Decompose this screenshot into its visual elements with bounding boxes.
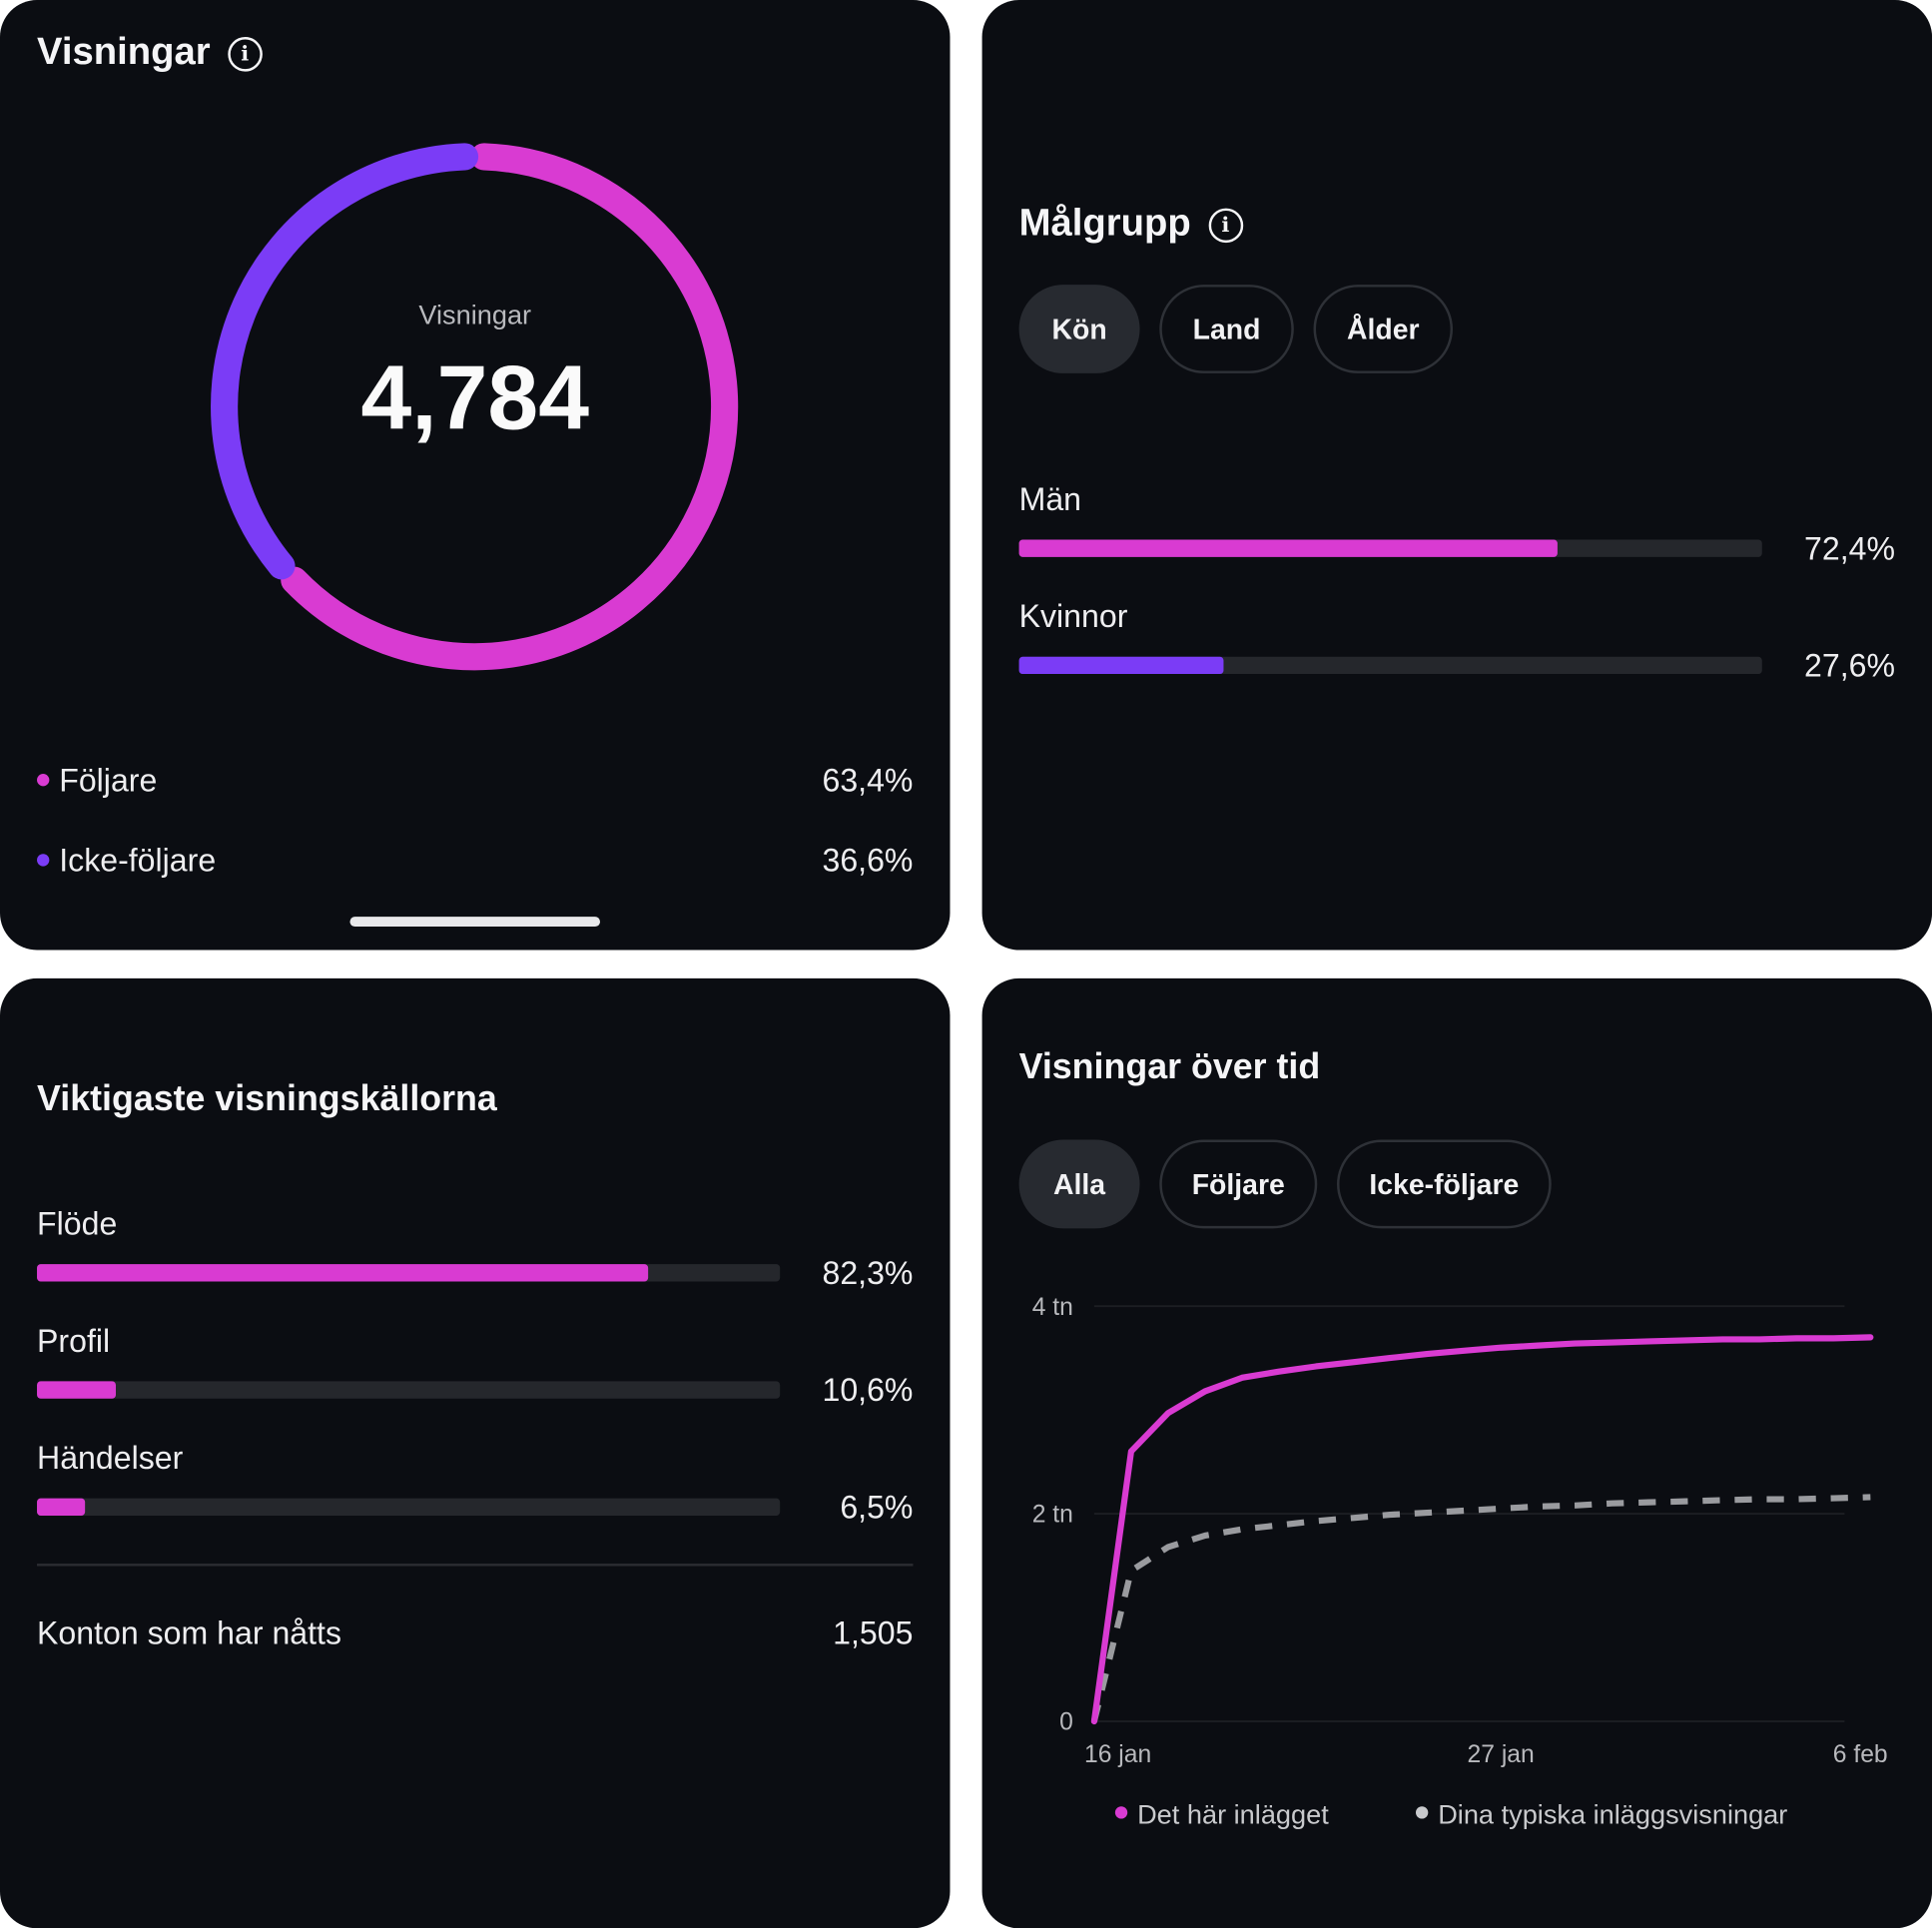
legend-label: Dina typiska inläggsvisningar: [1438, 1798, 1788, 1830]
views-title-text: Visningar: [37, 29, 211, 73]
audience-label-women: Kvinnor: [1018, 597, 1128, 635]
donut-center-label: Visningar: [418, 299, 532, 330]
legend-label: Följare: [59, 761, 158, 799]
audience-label-men: Män: [1018, 480, 1082, 518]
source-bar: [37, 1264, 781, 1282]
over-time-title: Visningar över tid: [1018, 1046, 1321, 1087]
followers-value: 63,4%: [822, 761, 914, 799]
source-value: 6,5%: [840, 1488, 914, 1526]
x-tick-label: 16 jan: [1084, 1741, 1151, 1768]
views-total: 4,784: [360, 345, 590, 449]
typical-dot-icon: [1415, 1806, 1429, 1819]
sources-title: Viktigaste visningskällorna: [37, 1079, 497, 1119]
donut-segment-followers: [281, 143, 739, 671]
women-bar-fill: [1018, 656, 1224, 675]
accounts-reached-label: Konton som har nåtts: [37, 1613, 342, 1651]
legend-non-followers: Icke-följare: [37, 842, 216, 880]
non-followers-dot-icon: [37, 854, 50, 867]
source-bar-fill: [37, 1498, 86, 1516]
views-title: Visningar i: [37, 29, 263, 74]
women-bar: [1018, 656, 1762, 675]
views-over-time-card: Visningar över tid Alla Följare Icke-föl…: [981, 977, 1932, 1928]
source-bar-fill: [37, 1264, 649, 1282]
legend-typical: Dina typiska inläggsvisningar: [1415, 1798, 1788, 1831]
accounts-reached-value: 1,505: [833, 1613, 914, 1651]
audience-title-text: Målgrupp: [1018, 201, 1191, 245]
x-tick-label: 27 jan: [1468, 1741, 1535, 1768]
divider: [37, 1564, 914, 1567]
legend-label: Icke-följare: [59, 841, 217, 879]
donut-segment-non-followers: [211, 143, 479, 580]
y-tick-label: 0: [1059, 1709, 1073, 1736]
legend-label: Det här inlägget: [1137, 1798, 1329, 1830]
men-bar-fill: [1018, 539, 1558, 557]
women-value: 27,6%: [1804, 646, 1896, 684]
followers-dot-icon: [37, 774, 50, 787]
tab-country[interactable]: Land: [1159, 285, 1294, 373]
source-bar-fill: [37, 1381, 116, 1399]
carousel-scroll-indicator[interactable]: [349, 917, 601, 928]
audience-card: Målgrupp i Kön Land Ålder Män 72,4% Kvinn…: [981, 0, 1932, 951]
tab-non-followers[interactable]: Icke-följare: [1336, 1139, 1552, 1229]
source-label: Profil: [37, 1322, 111, 1360]
info-icon[interactable]: i: [1208, 208, 1243, 244]
series-line-this-post: [1090, 1334, 1874, 1725]
audience-title: Målgrupp i: [1019, 201, 1243, 245]
men-value: 72,4%: [1804, 529, 1896, 567]
y-tick-label: 4 tn: [1032, 1294, 1073, 1321]
source-label: Händelser: [37, 1439, 184, 1477]
legend-this-post: Det här inlägget: [1114, 1798, 1329, 1831]
tab-all[interactable]: Alla: [1018, 1139, 1140, 1229]
source-value: 10,6%: [822, 1371, 914, 1409]
non-followers-value: 36,6%: [822, 841, 914, 879]
men-bar: [1018, 539, 1762, 557]
source-bar: [37, 1498, 781, 1516]
y-tick-label: 2 tn: [1032, 1502, 1073, 1529]
legend-followers: Följare: [37, 762, 157, 800]
tab-followers[interactable]: Följare: [1159, 1139, 1318, 1229]
series-line-typical: [1090, 1494, 1871, 1722]
views-donut: [211, 143, 739, 671]
tab-age[interactable]: Ålder: [1313, 285, 1454, 373]
sources-card: Viktigaste visningskällorna Flöde 82,3% P…: [0, 977, 951, 1928]
source-value: 82,3%: [822, 1254, 914, 1292]
source-bar: [37, 1381, 781, 1399]
tab-gender[interactable]: Kön: [1018, 285, 1140, 373]
this-post-dot-icon: [1114, 1806, 1128, 1819]
views-line-chart: 0 2 tn 4 tn 16 jan 27 jan 6 feb: [1032, 1294, 1888, 1768]
views-card: Visningar i Visningar 4,784 Följare 63,4%…: [0, 0, 951, 951]
x-tick-label: 6 feb: [1833, 1741, 1888, 1768]
source-label: Flöde: [37, 1204, 118, 1242]
info-icon[interactable]: i: [227, 37, 263, 72]
